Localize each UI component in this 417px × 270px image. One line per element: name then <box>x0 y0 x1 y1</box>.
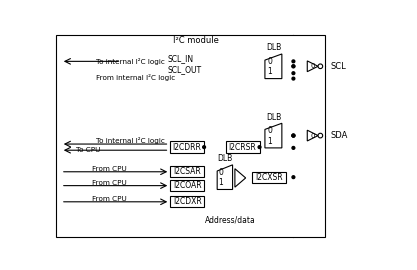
Bar <box>170 196 204 207</box>
Bar <box>226 141 259 153</box>
Text: I2CXSR: I2CXSR <box>255 173 283 182</box>
Polygon shape <box>307 61 318 72</box>
Bar <box>252 172 286 183</box>
Circle shape <box>318 64 323 69</box>
Text: I2CDXR: I2CDXR <box>173 197 201 206</box>
Text: 1: 1 <box>267 137 272 146</box>
Polygon shape <box>265 54 282 79</box>
Text: SDA: SDA <box>330 131 348 140</box>
Text: I2CSAR: I2CSAR <box>173 167 201 176</box>
Text: To CPU: To CPU <box>76 147 100 153</box>
Text: From CPU: From CPU <box>92 180 126 185</box>
Bar <box>170 141 204 153</box>
Circle shape <box>292 176 295 178</box>
Circle shape <box>292 72 295 75</box>
Polygon shape <box>265 123 282 148</box>
Text: 0: 0 <box>310 63 315 69</box>
Bar <box>56 35 325 237</box>
Circle shape <box>292 134 295 137</box>
Text: 0: 0 <box>267 57 272 66</box>
Text: DLB: DLB <box>217 154 233 163</box>
Text: From CPU: From CPU <box>92 196 126 202</box>
Polygon shape <box>307 130 318 141</box>
Text: Address/data: Address/data <box>205 215 256 224</box>
Text: SCL_IN: SCL_IN <box>167 54 193 63</box>
Circle shape <box>258 146 261 148</box>
Circle shape <box>292 65 295 68</box>
Text: SCL_OUT: SCL_OUT <box>167 66 201 75</box>
Text: 0: 0 <box>219 168 224 177</box>
Bar <box>170 166 204 177</box>
Text: From internal I²C logic: From internal I²C logic <box>95 73 175 80</box>
Polygon shape <box>217 165 233 190</box>
Text: I2CRSR: I2CRSR <box>229 143 256 152</box>
Bar <box>170 180 204 191</box>
Circle shape <box>292 147 295 149</box>
Text: DLB: DLB <box>266 43 281 52</box>
Circle shape <box>318 133 323 138</box>
Text: To internal I²C logic: To internal I²C logic <box>95 137 164 144</box>
Text: I2COAR: I2COAR <box>173 181 201 190</box>
Circle shape <box>203 146 206 148</box>
Polygon shape <box>235 169 246 187</box>
Text: 1: 1 <box>267 67 272 76</box>
Text: 0: 0 <box>267 126 272 135</box>
Text: DLB: DLB <box>266 113 281 122</box>
Text: 1: 1 <box>219 178 224 187</box>
Text: To internal I²C logic: To internal I²C logic <box>95 58 164 65</box>
Circle shape <box>292 65 295 68</box>
Circle shape <box>292 60 295 63</box>
Text: SCL: SCL <box>330 62 346 71</box>
Text: 0: 0 <box>310 133 315 139</box>
Circle shape <box>292 134 295 137</box>
Text: I2CDRR: I2CDRR <box>173 143 201 152</box>
Text: From CPU: From CPU <box>92 166 126 172</box>
Circle shape <box>292 77 295 80</box>
Text: I²C module: I²C module <box>173 36 219 45</box>
Circle shape <box>292 134 295 137</box>
